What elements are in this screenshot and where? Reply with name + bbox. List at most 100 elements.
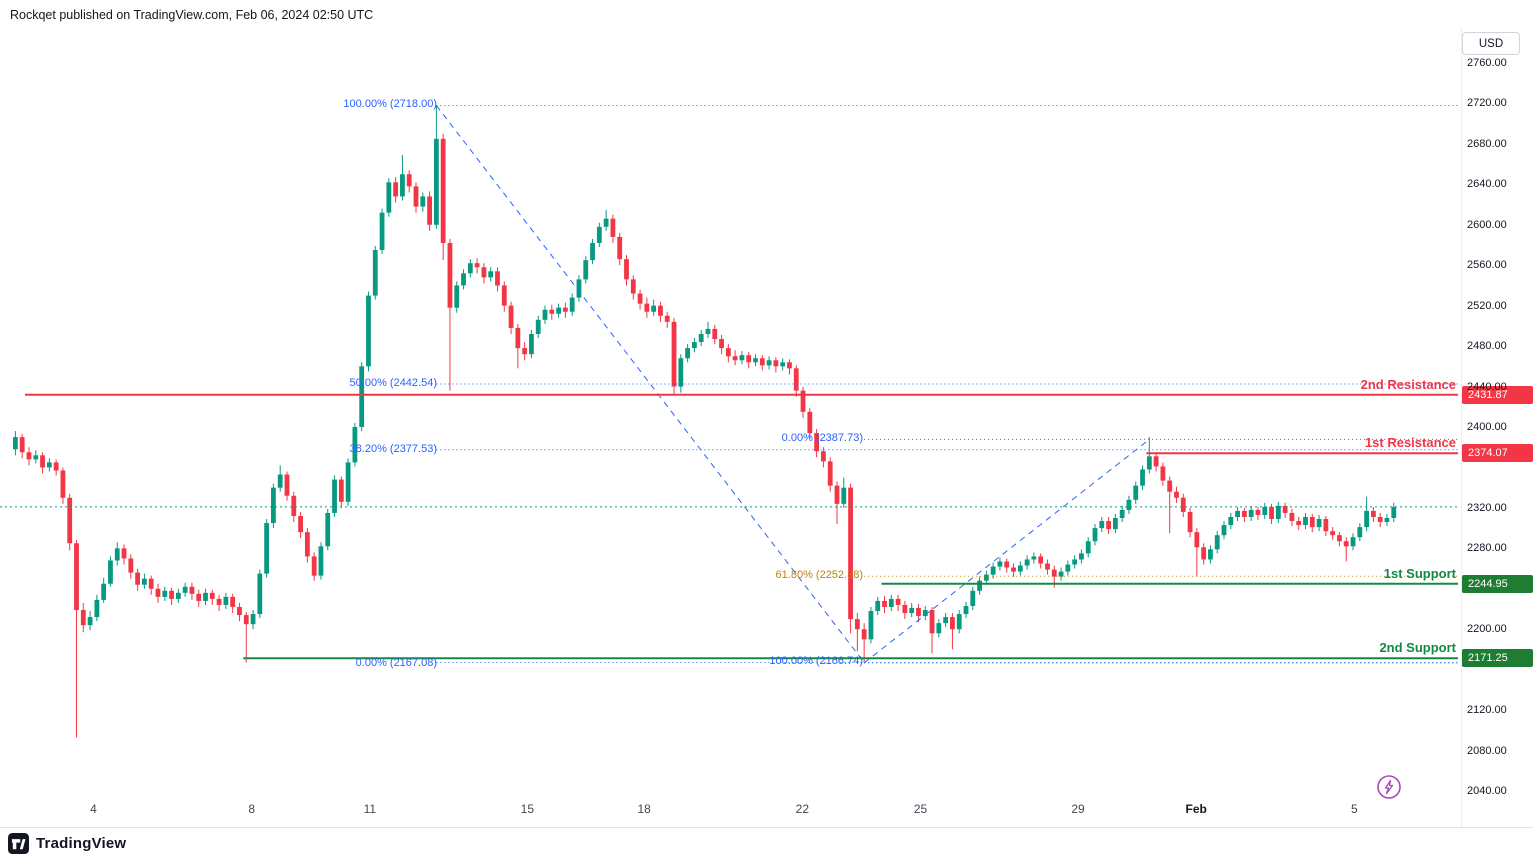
candle-body [264, 523, 270, 574]
price-axis-label: 2400.00 [1467, 421, 1507, 433]
candle-body [766, 360, 772, 366]
candle-body [1072, 559, 1078, 565]
candle-body [108, 560, 113, 584]
fib-trend-line[interactable] [863, 439, 1150, 664]
candle-body [814, 433, 820, 452]
candle-body [474, 263, 480, 268]
candle-body [1045, 563, 1050, 570]
axis-badge-2171: 2171.25 [1462, 649, 1533, 667]
time-axis[interactable]: 4 8 11 15 18 22 25 29 Feb 5 [0, 802, 1461, 822]
candle-body [719, 339, 724, 349]
candle-body [936, 623, 942, 634]
candle-body [19, 437, 25, 453]
candle-body [997, 561, 1003, 567]
candle-body [725, 348, 731, 357]
fib-label-0pct-2167[interactable]: 0.00% (2167.08) [355, 657, 437, 669]
candle-body [610, 218, 616, 237]
candle-body [366, 295, 371, 367]
candle-body [624, 259, 629, 280]
candle-body [841, 487, 847, 504]
candle-body [1201, 547, 1207, 560]
candle-body [983, 574, 989, 581]
candle-body [196, 593, 202, 601]
fib-trend-line[interactable] [435, 105, 865, 663]
candle-body [1370, 510, 1376, 517]
candle-body [53, 462, 59, 471]
candle-body [1058, 571, 1064, 577]
candle-body [630, 279, 636, 294]
candle-body [338, 479, 344, 502]
price-axis-label: 2280.00 [1467, 542, 1507, 555]
currency-button[interactable]: USD [1462, 32, 1520, 55]
candle-body [780, 362, 786, 367]
candle-body [956, 614, 962, 630]
candle-body [685, 348, 691, 359]
candle-body [888, 598, 894, 607]
candle-body [990, 566, 996, 575]
tradingview-logo[interactable]: TradingView [8, 833, 126, 854]
candle-body [1011, 567, 1016, 572]
candle-body [142, 578, 147, 585]
candle-body [732, 356, 738, 361]
candle-body [1160, 466, 1166, 481]
boost-button[interactable] [1375, 773, 1403, 801]
candle-body [827, 461, 833, 486]
candle-body [664, 315, 670, 322]
attribution-text: Rockqet published on TradingView.com, Fe… [10, 8, 374, 22]
first-resistance-label[interactable]: 1st Resistance [1364, 435, 1456, 450]
candle-body [895, 598, 901, 605]
fib-label-100pct-2718[interactable]: 100.00% (2718.00) [343, 98, 437, 110]
candle-body [420, 196, 426, 207]
fib-label-382pct-2377[interactable]: 38.20% (2377.53) [349, 443, 437, 455]
candle-body [237, 606, 242, 616]
fib-label-100pct-2166[interactable]: 100.00% (2166.74) [769, 655, 863, 667]
candle-body [1214, 535, 1220, 550]
candle-body [318, 546, 324, 576]
candle-body [1106, 521, 1111, 530]
candle-body [651, 305, 657, 312]
candle-body [950, 617, 955, 630]
fib-label-50pct-2442[interactable]: 50.00% (2442.54) [349, 377, 437, 389]
second-support-label[interactable]: 2nd Support [1379, 640, 1456, 655]
second-resistance-label[interactable]: 2nd Resistance [1360, 377, 1456, 392]
candle-body [1309, 516, 1315, 528]
candle-body [590, 242, 595, 261]
candle-body [169, 590, 174, 599]
fib-label-618pct-2252[interactable]: 61.80% (2252.38) [775, 569, 863, 581]
first-support-label[interactable]: 1st Support [1383, 566, 1456, 581]
candle-body [637, 293, 643, 304]
candle-body [352, 427, 358, 463]
price-axis-label: 2480.00 [1467, 340, 1507, 353]
candle-body [535, 319, 541, 334]
tradingview-logo-icon [8, 833, 29, 854]
candle-body [298, 515, 303, 533]
axis-badge-2374: 2374.07 [1462, 444, 1533, 462]
fib-label-0pct-2387[interactable]: 0.00% (2387.73) [781, 432, 863, 444]
candle-body [1140, 469, 1145, 486]
candle-body [1384, 518, 1390, 523]
candle-body [1255, 509, 1261, 515]
candle-body [461, 273, 466, 286]
time-axis-label: 29 [1071, 802, 1085, 816]
candle-body [372, 250, 378, 296]
candle-body [739, 355, 745, 361]
candle-body [1357, 527, 1363, 538]
candle-body [1350, 537, 1356, 547]
candle-body [121, 548, 127, 559]
candle-body [433, 138, 439, 225]
candle-body [943, 617, 949, 624]
price-axis[interactable]: 2760.00 2720.00 2680.00 2640.00 2600.00 2560.… [1467, 0, 1531, 800]
price-axis-label: 2640.00 [1467, 178, 1507, 191]
candle-body [60, 470, 66, 498]
time-axis-label: 18 [637, 802, 651, 816]
candle-body [1364, 510, 1370, 528]
candle-body [1337, 535, 1342, 542]
candlestick-chart-canvas[interactable] [0, 0, 1461, 827]
time-axis-label: 25 [913, 802, 928, 816]
candle-body [834, 485, 840, 504]
candle-body [311, 556, 317, 576]
time-axis-label: 8 [248, 802, 256, 816]
price-axis-label: 2520.00 [1467, 299, 1507, 312]
candle-body [1146, 456, 1152, 470]
price-axis-label: 2760.00 [1467, 57, 1507, 69]
